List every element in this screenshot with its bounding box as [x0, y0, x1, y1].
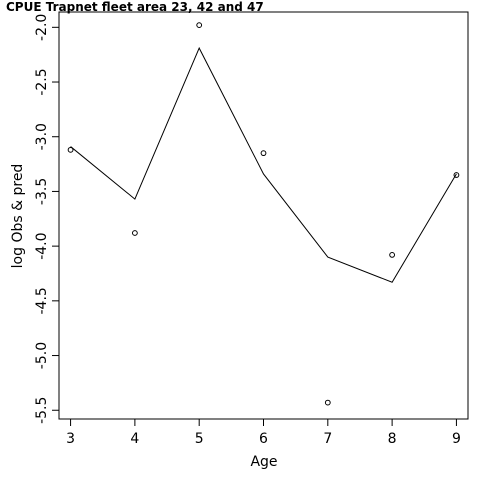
x-axis-label: Age: [250, 454, 277, 470]
observed-point: [324, 399, 331, 406]
y-tick-label: -3.5: [34, 178, 50, 205]
y-axis: -2.0 -2.5 -3.0 -3.5 -4.0 -4.5 -5.0 -5.5: [34, 14, 59, 424]
y-tick-label: -4.0: [34, 232, 50, 259]
x-tick-label: 7: [323, 431, 332, 447]
x-tick-label: 3: [66, 431, 75, 447]
plot-area: [67, 22, 460, 406]
y-tick-label: -5.5: [34, 397, 50, 424]
x-tick-label: 4: [130, 431, 139, 447]
y-tick-label: -3.0: [34, 123, 50, 150]
chart-title: CPUE Trapnet fleet area 23, 42 and 47: [6, 0, 264, 14]
y-tick-label: -5.0: [34, 342, 50, 369]
observed-point: [389, 251, 396, 258]
y-tick-label: -2.0: [34, 14, 50, 41]
x-axis: 3 4 5 6 7 8 9: [66, 419, 461, 447]
observed-point: [67, 146, 74, 153]
y-tick-label: -4.5: [34, 287, 50, 314]
observed-point: [131, 230, 138, 236]
predicted-line: [70, 46, 457, 283]
x-tick-label: 5: [195, 431, 204, 447]
observed-point: [453, 172, 460, 178]
x-tick-label: 9: [452, 431, 461, 447]
y-tick-label: -2.5: [34, 68, 50, 95]
observed-point: [196, 22, 203, 29]
x-tick-label: 6: [259, 431, 268, 447]
y-axis-label: log Obs & pred: [10, 164, 26, 269]
x-tick-label: 8: [388, 431, 397, 447]
observed-point: [260, 150, 267, 157]
